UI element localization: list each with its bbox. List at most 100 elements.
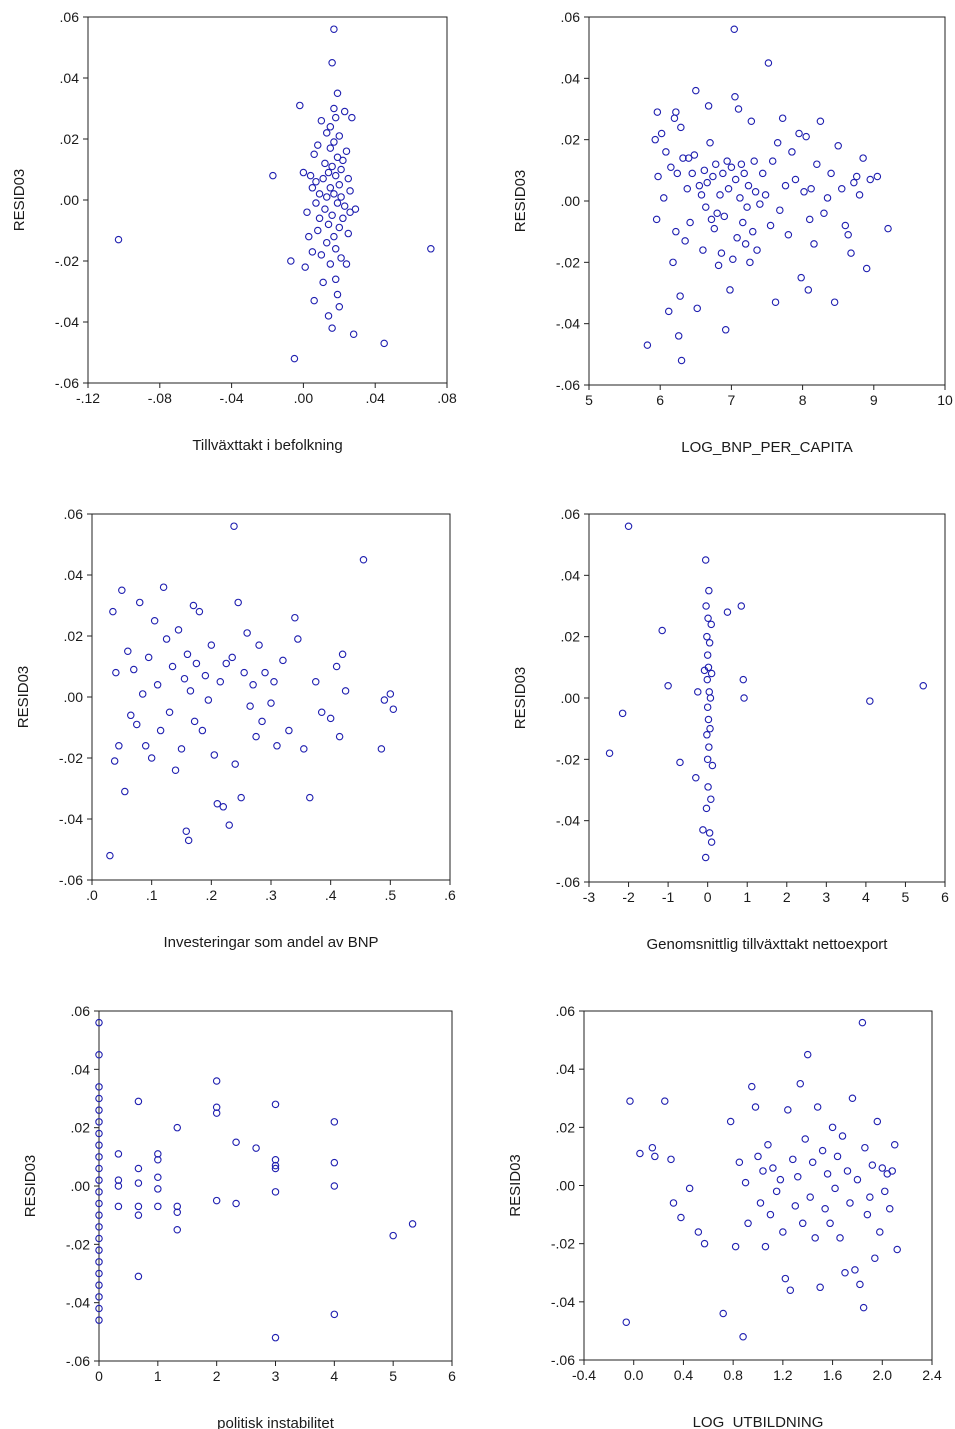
data-point [184, 836, 193, 845]
data-point [339, 156, 347, 165]
data-point [186, 687, 195, 695]
data-point [676, 758, 684, 767]
data-point [800, 188, 808, 196]
data-point [95, 1176, 103, 1184]
data-point [321, 205, 329, 213]
data-point [252, 1144, 260, 1152]
data-point [95, 1094, 103, 1103]
x-tick-label: 5 [585, 392, 593, 408]
data-point [114, 1176, 123, 1184]
data-point [791, 175, 800, 184]
data-point [776, 206, 784, 214]
data-point [766, 221, 775, 230]
data-point [310, 150, 318, 159]
data-point [112, 668, 120, 677]
data-point [106, 851, 114, 860]
data-point [704, 783, 712, 791]
data-point [702, 203, 710, 211]
x-axis-label: Genomsnittlig tillväxttakt nettoexport [647, 936, 889, 953]
data-point [653, 108, 662, 116]
data-point [807, 184, 815, 193]
data-point [305, 232, 313, 241]
data-point [335, 132, 344, 140]
data-point [328, 58, 336, 67]
data-point [847, 249, 855, 257]
data-point [134, 1164, 143, 1173]
data-point [723, 608, 732, 616]
x-tick-label: 1.6 [823, 1367, 843, 1383]
data-point [827, 169, 835, 178]
data-point [759, 1167, 767, 1175]
x-tick-label: 1.2 [773, 1367, 793, 1383]
data-point [95, 1304, 103, 1313]
x-tick-label: 0.0 [624, 1367, 644, 1383]
x-tick-label: .2 [205, 887, 217, 903]
x-tick-label: -.08 [148, 390, 172, 406]
y-tick-label: .00 [556, 1178, 576, 1194]
data-point [273, 742, 281, 750]
data-point [702, 602, 710, 610]
data-point [781, 1274, 790, 1283]
x-tick-label: .5 [384, 887, 396, 903]
data-point [688, 169, 696, 178]
data-point [165, 708, 174, 716]
data-point [816, 1283, 824, 1292]
data-point [333, 290, 342, 299]
data-point [294, 635, 302, 643]
data-point [676, 292, 684, 300]
data-point [377, 745, 386, 753]
data-point [821, 1205, 829, 1213]
data-point [173, 1208, 181, 1217]
x-tick-label: 8 [799, 392, 807, 408]
data-point [769, 1164, 777, 1172]
data-point [271, 1156, 280, 1164]
data-point [95, 1129, 103, 1138]
data-point [868, 1161, 877, 1169]
data-point [95, 1281, 103, 1289]
data-point [154, 1202, 162, 1211]
y-tick-label: .06 [561, 9, 581, 25]
data-point [703, 755, 712, 764]
data-point [707, 215, 716, 224]
data-point [154, 1150, 162, 1158]
data-point [667, 1155, 675, 1164]
y-tick-label: .00 [64, 689, 84, 705]
data-point [324, 168, 333, 177]
data-point [153, 681, 162, 689]
data-point [806, 1193, 814, 1201]
data-point [219, 803, 228, 811]
data-point [162, 635, 171, 643]
y-tick-label: .06 [556, 1003, 576, 1019]
data-point [826, 1219, 834, 1228]
data-point [95, 1141, 103, 1149]
data-point [271, 1100, 280, 1109]
data-point [811, 1234, 819, 1242]
x-tick-label: 5 [902, 889, 910, 905]
data-point [684, 154, 693, 162]
data-point [605, 749, 614, 757]
data-point [95, 1018, 103, 1027]
data-point [190, 717, 199, 726]
y-tick-label: -.04 [66, 1295, 90, 1311]
data-point [651, 1152, 659, 1161]
data-point [315, 190, 324, 198]
data-point [841, 1269, 849, 1277]
data-point [337, 254, 345, 262]
y-tick-label: -.04 [55, 314, 79, 330]
data-point [134, 1272, 143, 1281]
data-point [332, 662, 341, 671]
y-tick-label: -.02 [59, 750, 83, 766]
data-point [308, 184, 317, 192]
data-point [726, 286, 734, 294]
y-tick-label: .02 [60, 131, 80, 147]
data-point [180, 674, 189, 683]
data-point [279, 656, 287, 665]
data-point [704, 663, 713, 672]
data-point [173, 1123, 181, 1132]
data-point [798, 1219, 807, 1228]
y-tick-label: -.06 [556, 377, 580, 393]
data-point [702, 804, 711, 813]
data-point [192, 659, 201, 668]
data-point [135, 598, 144, 607]
x-tick-label: .00 [294, 390, 314, 406]
